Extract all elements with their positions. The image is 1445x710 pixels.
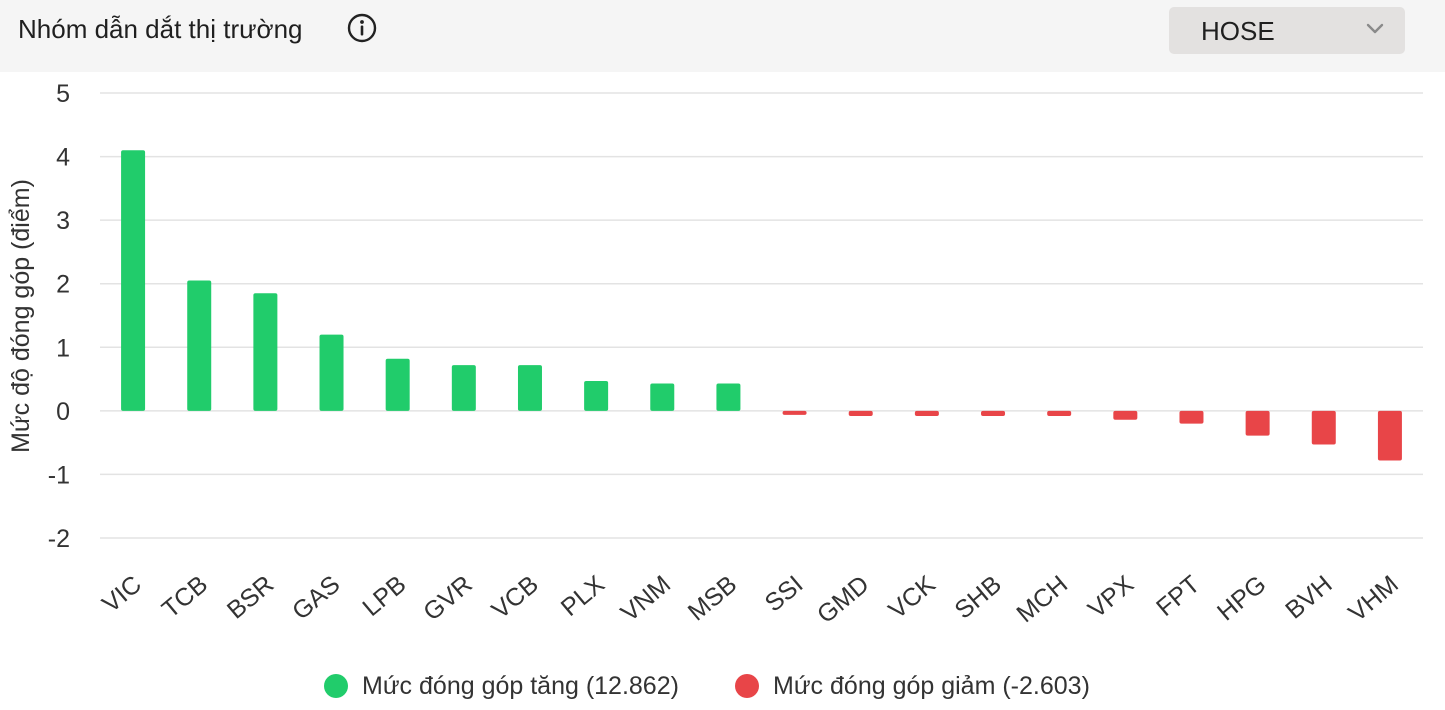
x-tick-label: MCH: [1011, 570, 1073, 628]
bar-bsr: [253, 293, 278, 411]
chevron-down-icon: [1366, 23, 1384, 34]
bar-ssi: [782, 410, 807, 415]
bar-tcb: [187, 280, 212, 411]
x-tick-label: VCB: [486, 570, 543, 624]
y-tick-label: 5: [56, 80, 70, 108]
bar-gmd: [848, 410, 873, 416]
bar-vcb: [517, 365, 542, 411]
x-tick-label: FPT: [1151, 570, 1205, 622]
bar-gvr: [451, 365, 476, 411]
bar-vhm: [1377, 410, 1402, 461]
y-tick-label: 3: [56, 207, 70, 235]
bar-shb: [981, 410, 1006, 416]
x-tick-label: TCB: [157, 570, 213, 624]
y-tick-label: 2: [56, 271, 70, 299]
x-tick-label: VNM: [616, 570, 677, 627]
x-tick-label: VHM: [1343, 570, 1404, 627]
x-tick-label: SHB: [950, 570, 1007, 624]
bar-plx: [584, 380, 609, 411]
header-bar: Nhóm dẫn dắt thị trường HOSE: [0, 0, 1445, 72]
x-tick-label: GAS: [287, 570, 345, 625]
x-tick-label: BVH: [1280, 570, 1337, 624]
bar-lpb: [385, 358, 410, 411]
x-tick-label: SSI: [760, 570, 809, 617]
x-tick-label: VIC: [97, 570, 147, 618]
legend-label-negative: Mức đóng góp giảm (-2.603): [773, 672, 1090, 700]
chart-legend: Mức đóng góp tăng (12.862) Mức đóng góp …: [0, 669, 1445, 703]
x-tick-label: GMD: [812, 570, 875, 629]
x-tick-label: VPX: [1083, 570, 1140, 624]
exchange-select[interactable]: HOSE: [1169, 7, 1405, 54]
legend-dot-negative: [735, 674, 759, 698]
y-axis-title: Mức độ đóng góp (điểm): [7, 179, 35, 453]
bar-hpg: [1245, 410, 1270, 436]
y-tick-label: 4: [56, 144, 70, 172]
bar-vic: [121, 150, 146, 411]
bar-bvh: [1311, 410, 1336, 445]
legend-label-positive: Mức đóng góp tăng (12.862): [362, 672, 679, 700]
x-tick-label: HPG: [1212, 570, 1272, 626]
x-tick-label: PLX: [556, 570, 610, 622]
info-circle-icon[interactable]: [347, 13, 377, 43]
x-tick-label: BSR: [222, 570, 279, 624]
bar-gas: [319, 334, 344, 411]
y-tick-label: 0: [56, 398, 70, 426]
bar-mch: [1047, 410, 1072, 416]
legend-dot-positive: [324, 674, 348, 698]
contribution-bar-chart: 5 4 3 2 1 0 -1 -2 Mức độ đóng góp (điểm) VIC TCB BS…: [7, 80, 1423, 629]
x-tick-label: VCK: [883, 570, 941, 625]
x-tick-label: GVR: [418, 570, 478, 626]
y-tick-label: 1: [56, 334, 70, 362]
bar-vpx: [1113, 410, 1138, 420]
y-tick-label: -2: [48, 525, 70, 553]
x-tick-label: MSB: [683, 570, 743, 626]
bar-vck: [914, 410, 939, 416]
bar-fpt: [1179, 410, 1204, 424]
page-title: Nhóm dẫn dắt thị trường: [18, 14, 303, 44]
y-tick-label: -1: [48, 461, 70, 489]
bar-vnm: [650, 383, 675, 411]
exchange-select-value: HOSE: [1201, 16, 1275, 46]
x-tick-label: LPB: [357, 570, 411, 622]
bar-msb: [716, 383, 741, 411]
